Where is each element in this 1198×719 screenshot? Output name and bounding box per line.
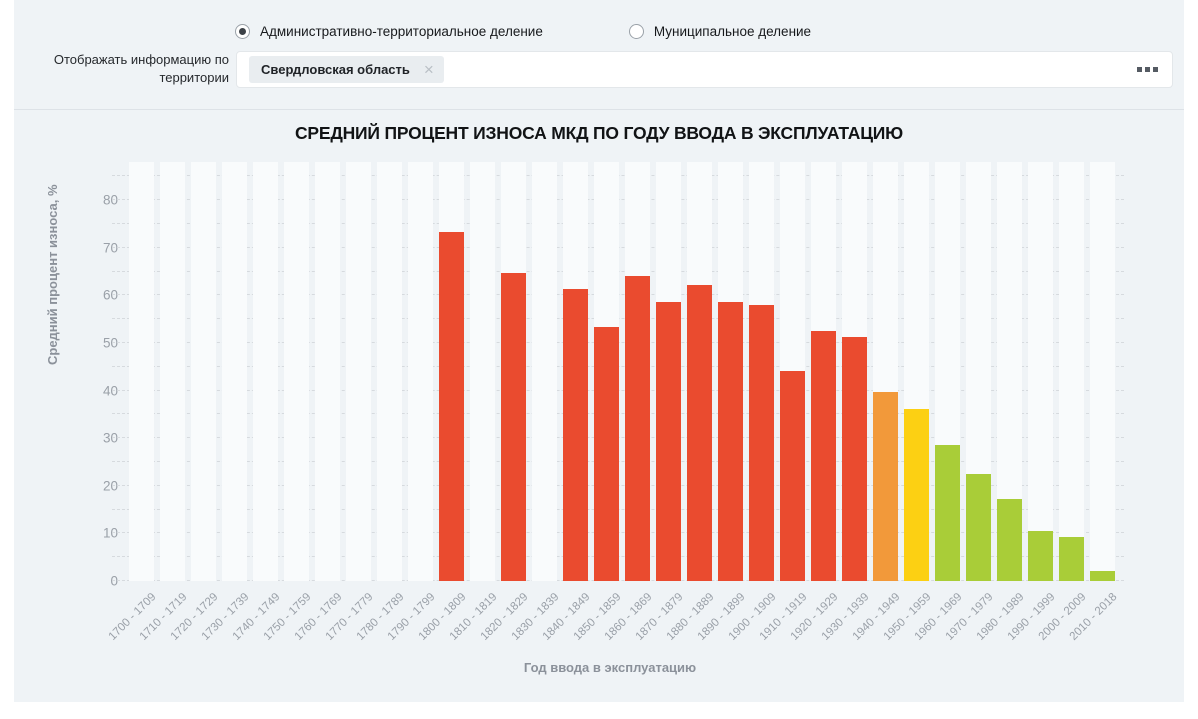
bar-1930-1939[interactable]: [842, 337, 867, 581]
category-band: [284, 162, 309, 581]
bar-1800-1809[interactable]: [439, 232, 464, 581]
division-radio-group: Административно-территориальное деление …: [235, 24, 811, 39]
y-tick-label: 70: [102, 240, 118, 256]
category-band: [1028, 162, 1053, 581]
chip-remove-icon[interactable]: ×: [423, 60, 434, 79]
bar-1970-1979[interactable]: [966, 474, 991, 581]
bar-1880-1889[interactable]: [687, 285, 712, 581]
filter-panel: Административно-территориальное деление …: [14, 0, 1184, 110]
chart-title: СРЕДНИЙ ПРОЦЕНТ ИЗНОСА МКД ПО ГОДУ ВВОДА…: [294, 123, 904, 143]
ellipsis-icon: [1153, 67, 1158, 72]
y-tick-label: 50: [102, 335, 118, 351]
bar-2010-2018[interactable]: [1090, 571, 1115, 581]
y-tick-label: 60: [102, 287, 118, 303]
radio-municipal-division[interactable]: Муниципальное деление: [628, 24, 812, 39]
category-band: [222, 162, 247, 581]
bar-1870-1879[interactable]: [656, 302, 681, 581]
ellipsis-icon: [1137, 67, 1142, 72]
bar-1840-1849[interactable]: [563, 288, 588, 581]
bar-1950-1959[interactable]: [904, 408, 929, 581]
bar-1990-1999[interactable]: [1028, 530, 1053, 581]
x-axis-ticks: 1700 - 1709 1710 - 1719 1720 - 1729 1730 - …: [106, 581, 1119, 661]
y-tick-label: 20: [102, 478, 118, 494]
category-band: [470, 162, 495, 581]
ellipsis-icon: [1145, 67, 1150, 72]
content-area: Административно-территориальное деление …: [14, 0, 1184, 702]
category-band: [408, 162, 433, 581]
y-tick-label: 0: [110, 573, 118, 589]
plot-area: [112, 162, 1124, 581]
bar-1820-1829[interactable]: [501, 273, 526, 581]
bar-1910-1919[interactable]: [780, 370, 805, 581]
category-band: [129, 162, 154, 581]
bar-1900-1909[interactable]: [749, 305, 774, 581]
y-axis-ticks: 0 10 20 30 40 50 60 70 80: [84, 162, 118, 589]
territory-select-input[interactable]: Свердловская область ×: [236, 51, 1173, 88]
more-options-button[interactable]: [1135, 61, 1160, 78]
radio-administrative-label[interactable]: Административно-территориальное деление: [260, 24, 543, 39]
y-axis-title: Средний процент износа, %: [45, 184, 60, 365]
category-band: [1090, 162, 1115, 581]
bar-2000-2009[interactable]: [1059, 537, 1084, 581]
y-tick-label: 80: [102, 192, 118, 208]
territory-chip-label: Свердловская область: [261, 62, 410, 77]
category-band: [315, 162, 340, 581]
chart-panel: СРЕДНИЙ ПРОЦЕНТ ИЗНОСА МКД ПО ГОДУ ВВОДА…: [14, 110, 1184, 701]
bar-1890-1899[interactable]: [718, 301, 743, 581]
category-band: [160, 162, 185, 581]
y-tick-label: 10: [102, 525, 118, 541]
territory-field-label: Отображать информацию по территории: [53, 52, 229, 85]
category-band: [346, 162, 371, 581]
x-axis-title: Год ввода в эксплуатацию: [523, 660, 697, 675]
y-tick-label: 40: [102, 383, 118, 399]
radio-municipal-label[interactable]: Муниципальное деление: [653, 24, 812, 39]
category-band: [532, 162, 557, 581]
bar-1960-1969[interactable]: [935, 444, 960, 581]
category-band: [191, 162, 216, 581]
category-band: [377, 162, 402, 581]
bar-1940-1949[interactable]: [873, 392, 898, 581]
radio-unselected-icon[interactable]: [628, 24, 644, 39]
territory-chip[interactable]: Свердловская область ×: [249, 56, 444, 83]
category-band: [253, 162, 278, 581]
bar-1850-1859[interactable]: [594, 327, 619, 581]
bar-1860-1869[interactable]: [625, 275, 650, 581]
bar-1920-1929[interactable]: [811, 330, 836, 581]
radio-administrative-division[interactable]: Административно-территориальное деление: [235, 24, 543, 39]
y-tick-label: 30: [102, 430, 118, 446]
bar-1980-1989[interactable]: [997, 498, 1022, 581]
radio-selected-icon[interactable]: [235, 24, 250, 39]
category-band: [1059, 162, 1084, 581]
